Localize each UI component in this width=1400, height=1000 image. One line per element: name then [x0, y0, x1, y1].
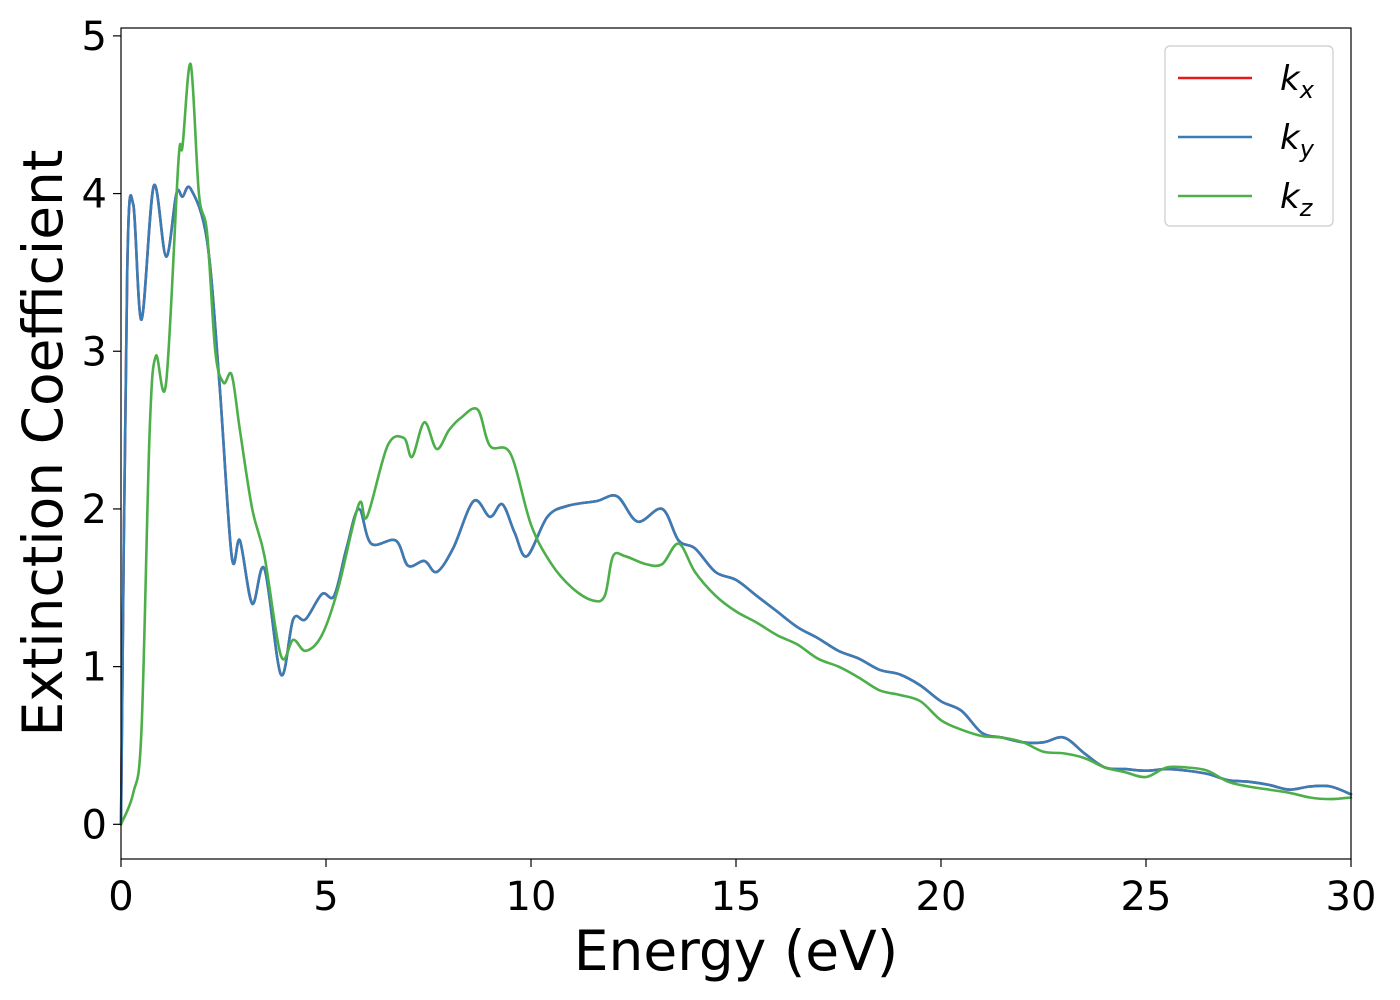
x-axis-label: Energy (eV): [574, 919, 898, 983]
legend: kx ky kz: [1164, 45, 1334, 227]
y-axis: 0 1 2 3 4 5: [82, 14, 121, 848]
y-tick-label: 1: [82, 645, 107, 691]
series-line-y: [119, 183, 1353, 826]
series-line-z: [119, 62, 1353, 826]
x-tick-label: 20: [916, 874, 967, 920]
y-tick-label: 0: [82, 802, 107, 848]
legend-label-y: ky: [1280, 118, 1315, 163]
y-tick-label: 4: [82, 172, 107, 218]
x-tick-label: 10: [506, 874, 557, 920]
plot-background: [121, 28, 1351, 859]
y-tick-label: 3: [82, 329, 107, 375]
y-axis-label: Extinction Coefficient: [11, 150, 75, 737]
x-axis: 0 5 10 15 20 25 30: [108, 859, 1376, 920]
x-tick-label: 5: [313, 874, 338, 920]
x-tick-label: 25: [1121, 874, 1172, 920]
y-tick-label: 2: [82, 487, 107, 533]
legend-items: kx ky kz: [1178, 59, 1315, 222]
series-layer: [119, 62, 1353, 826]
x-tick-label: 30: [1326, 874, 1377, 920]
legend-label-z: kz: [1280, 177, 1314, 222]
x-tick-label: 0: [108, 874, 133, 920]
y-tick-label: 5: [82, 14, 107, 60]
x-tick-label: 15: [711, 874, 762, 920]
legend-label-x: kx: [1280, 59, 1315, 104]
